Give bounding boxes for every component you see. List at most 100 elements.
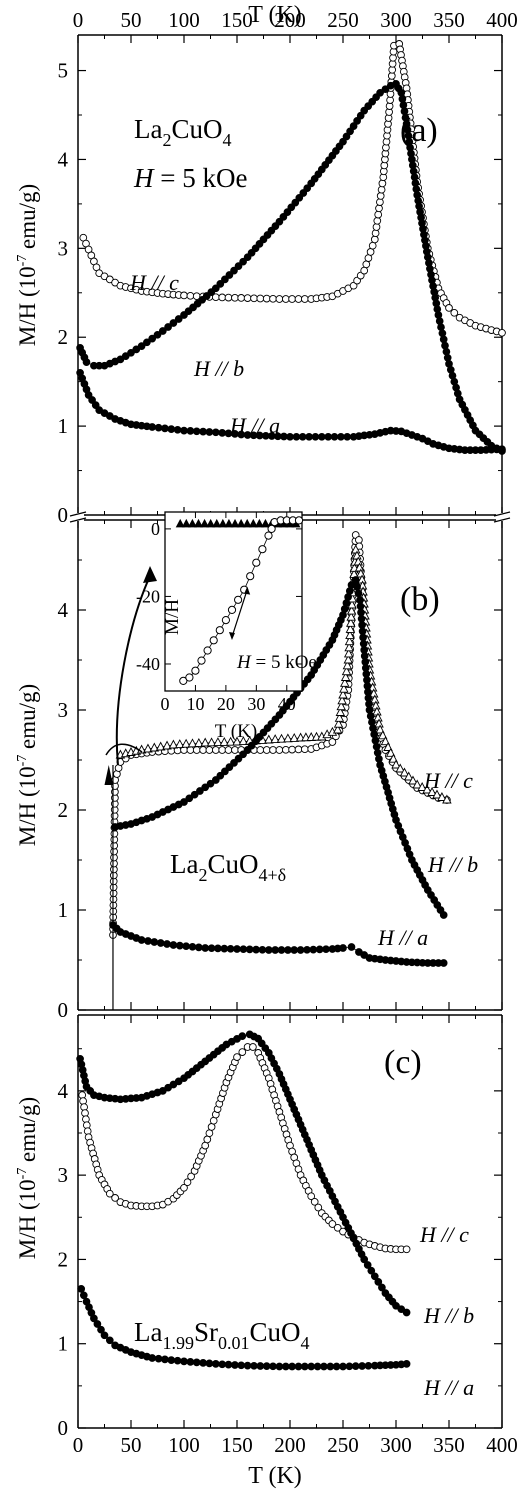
point-b [341,666,352,676]
point-b [233,945,241,953]
point-b [220,944,229,953]
series-label-c-hc: H // c [419,1222,469,1247]
y-tick-label-b: 0 [58,998,69,1022]
point-b [276,733,287,743]
point-b [343,648,354,658]
point-a [342,132,351,141]
x-tick-label-bottom: 400 [486,1433,518,1457]
inset-triangle-point [212,518,222,528]
y-tick-label-c: 0 [58,1416,69,1440]
point-c [374,1278,383,1286]
point-b [333,718,344,728]
point-a [346,127,354,136]
point-a [376,198,384,206]
series-label-b-hc: H // c [423,768,473,793]
inset-triangle-point [248,518,258,528]
y-tick-label-a: 3 [58,236,69,260]
point-b [375,724,385,734]
point-a [288,295,296,303]
point-b [190,790,199,799]
point-b [344,642,354,652]
point-a [376,88,384,97]
x-tick-label-bottom: 50 [121,1433,142,1457]
point-c [310,1197,319,1206]
panel-label-c: (c) [384,1044,422,1081]
point-b [368,718,376,727]
point-c [307,1192,316,1201]
point-c [402,1245,411,1254]
y-tick-label-b: 2 [58,798,69,822]
point-a [311,432,320,441]
point-a [269,294,277,303]
point-b [188,942,197,951]
point-a [330,432,339,441]
inset-triangle-point [218,518,228,528]
point-a [450,308,459,317]
point-b [369,724,377,733]
point-c [363,1261,372,1269]
point-b [437,792,447,801]
point-b [163,940,171,948]
point-a [398,95,407,103]
bottom-x-axis-title: T (K) [248,1463,302,1489]
point-a [375,204,383,213]
point-c [300,1362,309,1371]
point-a [230,266,238,275]
point-a [221,275,229,284]
inset-field-label: H = 5 kOe [236,652,317,673]
point-c [332,1362,341,1371]
y-tick-label-b: 1 [58,898,69,922]
point-a [82,358,91,366]
inset-circle-point [179,676,188,686]
y-tick-label-b: 4 [58,598,69,622]
point-b [214,944,222,953]
point-b [342,660,353,670]
inset-triangle-point [242,518,252,528]
series-line-c-0 [81,1046,407,1250]
point-b [231,746,239,754]
point-a [399,101,408,110]
point-a [158,327,167,335]
point-a [371,229,380,238]
point-c [262,1362,271,1370]
point-b [277,946,286,954]
point-a [174,315,183,323]
x-tick-label-top: 100 [168,8,200,32]
point-b [194,943,203,952]
point-a [148,334,157,343]
point-a [211,284,220,293]
point-b [219,736,230,746]
point-b [359,633,367,642]
point-c [238,1032,247,1040]
point-b [334,712,345,722]
point-b [328,738,337,746]
point-b [395,763,405,773]
point-a [376,192,385,200]
point-b [216,771,225,780]
inset-x-tick-label: 40 [278,694,296,714]
point-b [234,754,243,763]
point-b [269,746,277,754]
y-tick-label-c: 4 [58,1079,69,1103]
point-b [388,753,399,763]
point-c [360,1255,369,1264]
inset-triangle-point [200,518,210,528]
point-b [359,639,368,648]
point-b [284,946,292,954]
point-c [333,1223,342,1232]
inset-y-axis-title: M/H [162,599,183,635]
inset-triangle-point [260,518,270,528]
point-c [313,1362,322,1371]
point-b [339,683,349,693]
point-b [211,746,220,754]
point-c [100,1331,109,1340]
point-b [353,582,361,591]
inset-triangle-point [236,518,246,528]
y-tick-label-b: 3 [58,698,69,722]
point-a [154,423,163,432]
point-b [346,617,356,627]
point-c [294,1362,303,1371]
point-c [250,1361,258,1370]
point-b [356,596,364,604]
point-a [305,432,313,441]
